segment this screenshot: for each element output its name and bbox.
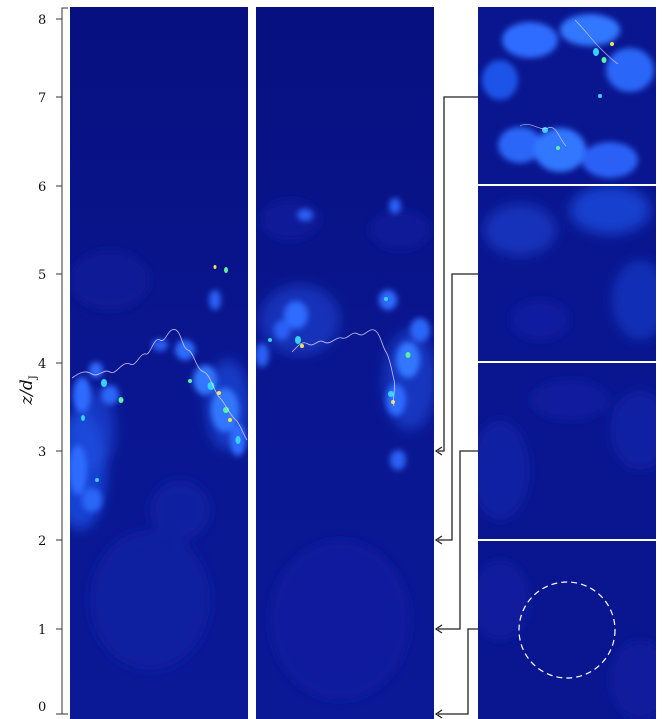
y-tick-label-3: 3 [38, 445, 46, 460]
y-tick-label-6: 6 [38, 180, 46, 195]
y-axis-ticks [56, 18, 62, 715]
middle-turbulent-front [256, 198, 430, 470]
y-axis-bracket [61, 7, 68, 715]
y-axis-label-main: z/d [17, 379, 37, 406]
left-interface-contour [71, 329, 248, 441]
middle-interface-contour [291, 329, 395, 407]
connector-bottom [434, 628, 478, 719]
zoom-panel-bottom [478, 541, 656, 719]
y-tick-label-7: 7 [38, 91, 46, 106]
nozzle-dashed-circle [518, 581, 616, 679]
y-tick-label-5: 5 [38, 268, 46, 283]
zoom-connectors [434, 96, 478, 719]
middle-turbulent-hotspots [268, 297, 411, 404]
zoom-panel-separators [478, 184, 656, 541]
y-tick-label-4: 4 [38, 357, 46, 372]
zoom-panel-top [478, 7, 656, 184]
y-axis-label: z/dJ [17, 375, 39, 406]
y-tick-label-2: 2 [38, 534, 46, 549]
y-axis: 0 1 2 3 4 5 6 7 8 z/dJ [17, 7, 68, 715]
y-tick-label-1: 1 [38, 623, 46, 638]
zoom-panel-lower-middle [478, 363, 656, 539]
y-tick-label-8: 8 [38, 13, 46, 28]
field-panel-middle [256, 7, 434, 719]
left-turbulent-hotspots [81, 265, 241, 482]
connector-top [434, 96, 478, 456]
zoom-panel-upper-middle [478, 186, 656, 361]
y-axis-label-subscript: J [28, 375, 39, 380]
connector-upper-middle [434, 273, 478, 545]
y-tick-label-0: 0 [38, 700, 46, 715]
svg-text:z/dJ: z/dJ [17, 375, 39, 406]
field-panel-left [70, 7, 248, 719]
connector-lower-middle [434, 450, 478, 634]
